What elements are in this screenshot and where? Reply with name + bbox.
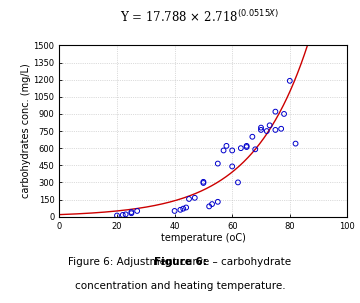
Point: [201, 179, 206, 184]
Point: [224, 143, 229, 148]
Point: [238, 146, 244, 151]
Point: [264, 128, 270, 133]
Point: [180, 206, 186, 211]
Text: Figure 6: Adjustment curve – carbohydrate: Figure 6: Adjustment curve – carbohydrat…: [68, 257, 292, 267]
Point: [278, 126, 284, 131]
Point: [215, 161, 221, 166]
Point: [186, 197, 192, 201]
Point: [235, 180, 241, 185]
Point: [273, 109, 278, 114]
Point: [258, 128, 264, 132]
Point: [209, 202, 215, 207]
Point: [273, 128, 278, 132]
Point: [120, 212, 126, 217]
Point: [192, 195, 198, 200]
Point: [293, 141, 298, 146]
Point: [267, 123, 273, 128]
Point: [249, 134, 255, 139]
Point: [206, 204, 212, 209]
Text: Y = 17.788 $\times$ 2.718$^{(0.0515X)}$: Y = 17.788 $\times$ 2.718$^{(0.0515X)}$: [120, 9, 279, 25]
Point: [229, 148, 235, 153]
Point: [215, 199, 221, 204]
Point: [201, 181, 206, 185]
Y-axis label: carbohydrates conc. (mg/L): carbohydrates conc. (mg/L): [21, 64, 31, 198]
Text: Figure 6:: Figure 6:: [154, 257, 206, 267]
Point: [252, 147, 258, 152]
Point: [229, 164, 235, 169]
Point: [244, 143, 249, 148]
Point: [129, 210, 134, 215]
Point: [123, 212, 129, 217]
Point: [177, 207, 183, 212]
Point: [172, 208, 177, 213]
Point: [134, 208, 140, 213]
Point: [281, 112, 287, 116]
Point: [258, 125, 264, 130]
Point: [129, 211, 134, 216]
Point: [114, 213, 120, 218]
Point: [244, 145, 249, 149]
Point: [287, 78, 293, 83]
X-axis label: temperature (oC): temperature (oC): [161, 233, 246, 243]
Point: [183, 205, 189, 210]
Text: concentration and heating temperature.: concentration and heating temperature.: [75, 281, 285, 291]
Point: [221, 148, 226, 153]
